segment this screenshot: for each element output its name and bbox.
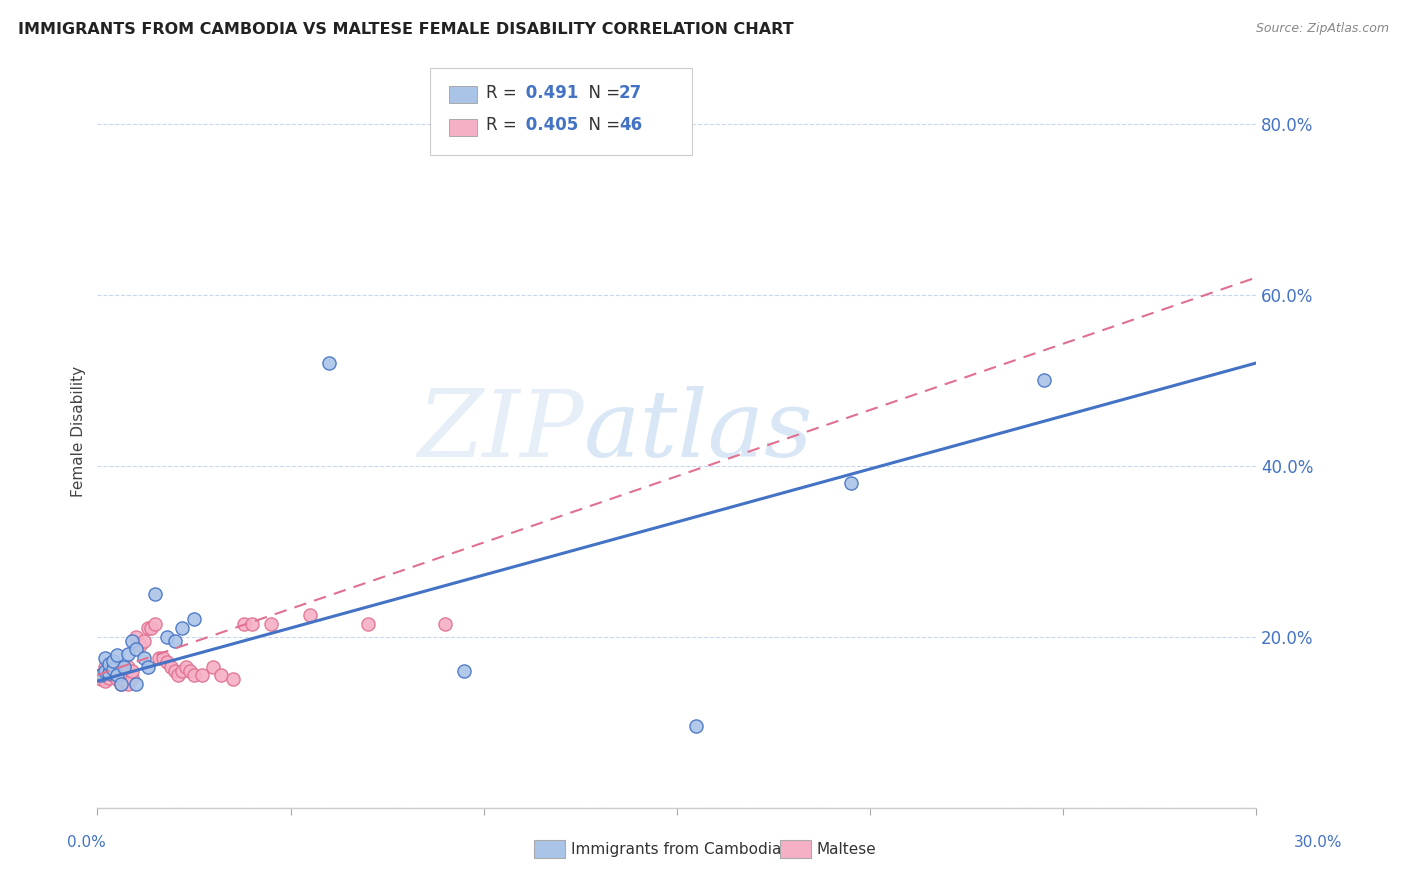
Point <box>152 651 174 665</box>
Point <box>136 659 159 673</box>
Point <box>1032 373 1054 387</box>
Point <box>94 665 117 680</box>
Text: atlas: atlas <box>583 386 814 476</box>
Point <box>97 665 120 680</box>
Text: N =: N = <box>578 84 626 102</box>
Text: 27: 27 <box>619 84 643 102</box>
Text: IMMIGRANTS FROM CAMBODIA VS MALTESE FEMALE DISABILITY CORRELATION CHART: IMMIGRANTS FROM CAMBODIA VS MALTESE FEMA… <box>18 22 794 37</box>
Point <box>90 668 112 682</box>
Text: N =: N = <box>578 116 626 134</box>
Point <box>105 648 128 663</box>
Point <box>159 659 181 673</box>
Point <box>221 673 243 687</box>
Point <box>97 657 120 671</box>
Point <box>434 616 457 631</box>
Point <box>172 621 194 635</box>
Point <box>97 671 120 685</box>
Point <box>156 655 179 669</box>
Point <box>143 616 166 631</box>
Point <box>125 642 148 657</box>
Y-axis label: Female Disability: Female Disability <box>72 366 86 497</box>
Point <box>202 659 225 673</box>
Point <box>141 621 163 635</box>
Point <box>105 673 128 687</box>
Text: R =: R = <box>485 84 522 102</box>
Point <box>94 674 117 689</box>
Point <box>112 659 135 673</box>
Point <box>179 664 201 678</box>
Point <box>97 664 120 678</box>
Text: ZIP: ZIP <box>418 386 583 476</box>
Point <box>110 676 132 690</box>
Point <box>110 664 132 678</box>
Text: 30.0%: 30.0% <box>1295 836 1343 850</box>
Point <box>121 671 143 685</box>
Point <box>156 630 179 644</box>
Point <box>125 630 148 644</box>
Point <box>132 651 155 665</box>
Point <box>172 664 194 678</box>
Point <box>97 657 120 671</box>
Point <box>128 638 150 652</box>
Point <box>90 668 112 682</box>
Point <box>163 633 186 648</box>
Point <box>117 676 139 690</box>
Point <box>143 587 166 601</box>
Point <box>260 616 283 631</box>
Point <box>183 613 205 627</box>
Point <box>132 633 155 648</box>
Text: 0.405: 0.405 <box>520 116 579 134</box>
Point <box>240 616 263 631</box>
Point <box>163 664 186 678</box>
Point <box>125 676 148 690</box>
Point <box>94 659 117 673</box>
Point <box>101 662 124 676</box>
FancyBboxPatch shape <box>449 86 478 103</box>
Point <box>105 665 128 680</box>
Point <box>685 719 707 733</box>
Text: Source: ZipAtlas.com: Source: ZipAtlas.com <box>1256 22 1389 36</box>
Point <box>453 664 475 678</box>
Point <box>117 647 139 661</box>
Point <box>94 651 117 665</box>
Point <box>298 608 321 623</box>
Point <box>101 668 124 682</box>
Point <box>357 616 380 631</box>
Point <box>112 674 135 689</box>
Point <box>121 664 143 678</box>
Text: R =: R = <box>485 116 522 134</box>
Point <box>101 654 124 668</box>
Point <box>167 668 190 682</box>
Point <box>174 659 197 673</box>
Point <box>117 659 139 673</box>
Point <box>101 662 124 676</box>
Point <box>121 633 143 648</box>
Point <box>839 475 862 490</box>
Text: 0.491: 0.491 <box>520 84 579 102</box>
Point <box>105 668 128 682</box>
FancyBboxPatch shape <box>449 120 478 136</box>
Point <box>112 668 135 682</box>
Point <box>94 664 117 678</box>
Point <box>190 668 212 682</box>
Text: 46: 46 <box>619 116 643 134</box>
Point <box>183 668 205 682</box>
Text: Maltese: Maltese <box>817 842 876 856</box>
FancyBboxPatch shape <box>430 68 692 155</box>
Point <box>318 356 340 370</box>
Text: 0.0%: 0.0% <box>67 836 107 850</box>
Point <box>110 676 132 690</box>
Point <box>148 651 170 665</box>
Point <box>233 616 256 631</box>
Point <box>90 673 112 687</box>
Point <box>209 668 232 682</box>
Point <box>136 621 159 635</box>
Text: Immigrants from Cambodia: Immigrants from Cambodia <box>571 842 782 856</box>
